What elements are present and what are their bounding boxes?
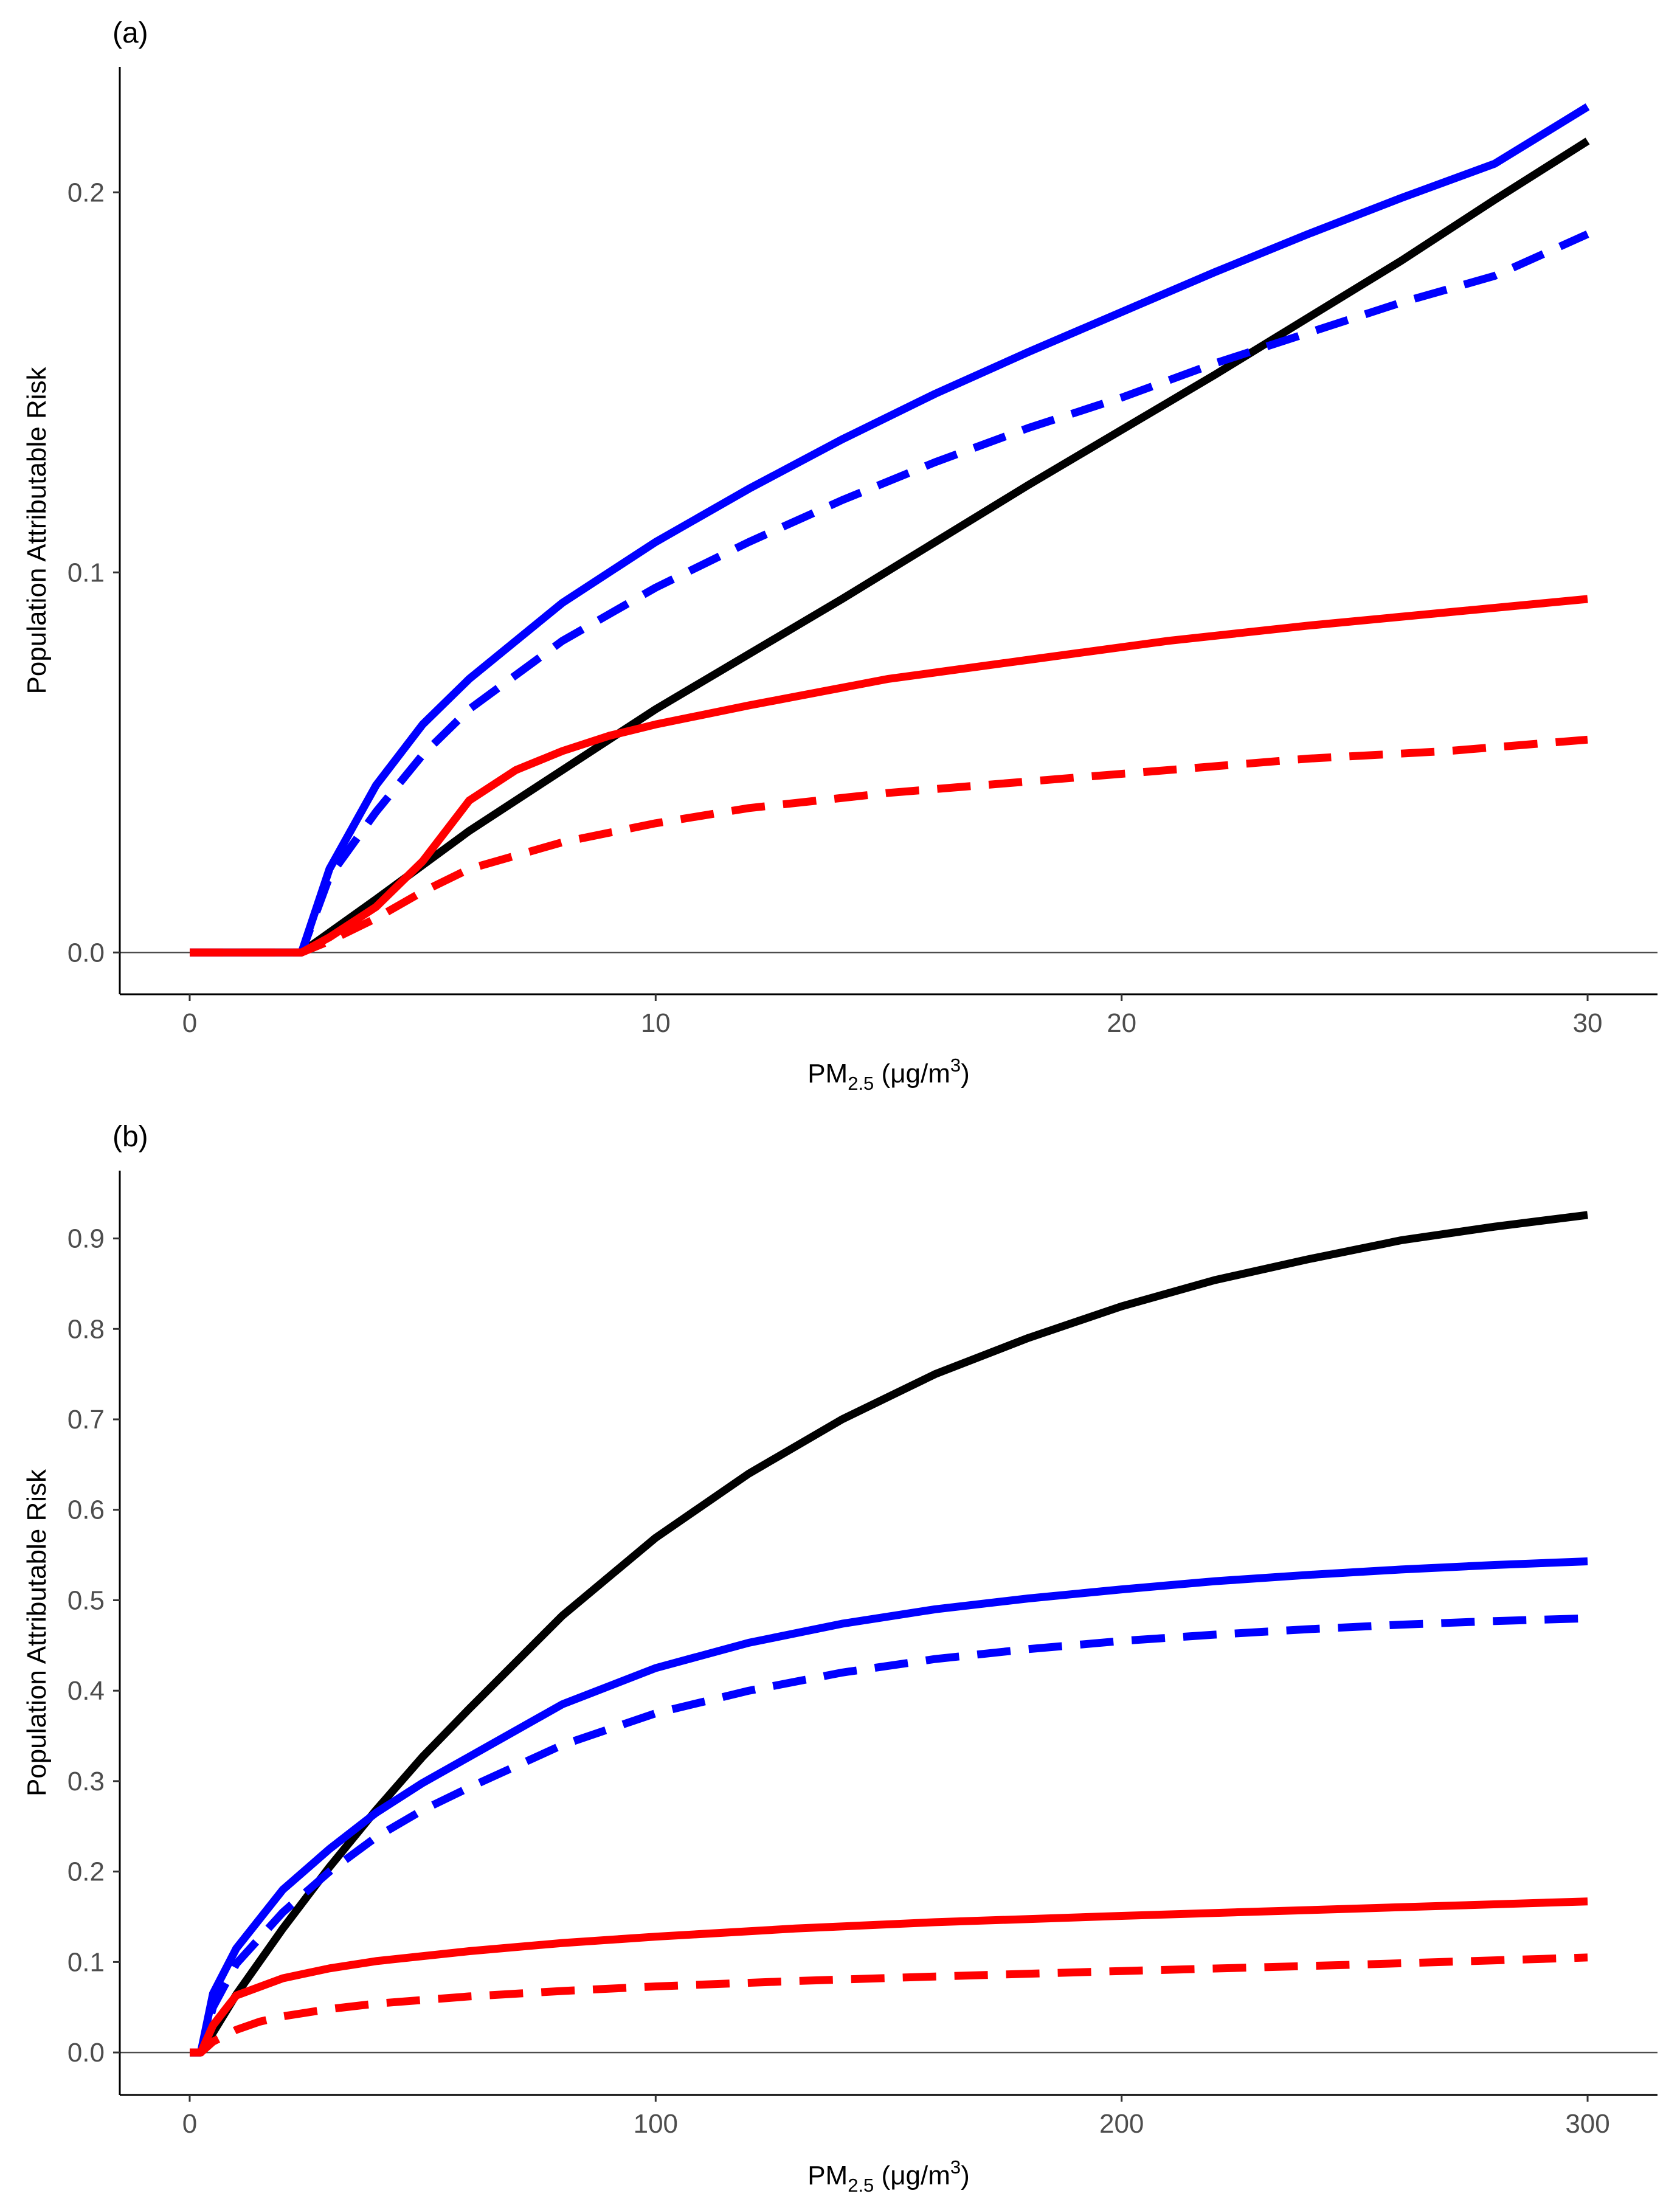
x-axis-title-unit-prefix: (μg/m [874, 2161, 950, 2190]
panel-a: (a) 0.0 0.1 0.2 0 10 20 30 PM2.5 (μg/m3) Populati… [22, 17, 1658, 1094]
panel-a-x-tick-label: 30 [1573, 1008, 1603, 1038]
panel-a-x-tick-label: 20 [1107, 1008, 1136, 1038]
x-axis-title-unit-sup: 3 [950, 1054, 961, 1076]
x-axis-title-sub: 2.5 [848, 2175, 874, 2196]
x-axis-title-main: PM [807, 2161, 848, 2190]
panel-a-series-red-solid [190, 595, 1588, 957]
panel-b-y-tick-label: 0.1 [67, 1947, 105, 1977]
panel-b: (b) 0.0 0.1 0.2 0.3 0.4 0.5 0.6 0.7 0.8 0.9 0 100 200… [22, 1121, 1658, 2196]
panel-b-y-tick-label: 0.2 [67, 1857, 105, 1887]
panel-b-label: (b) [112, 1121, 148, 1153]
panel-a-label: (a) [112, 17, 148, 49]
panel-b-y-tick-label: 0.9 [67, 1224, 105, 1254]
x-axis-title-main: PM [807, 1059, 848, 1089]
panel-a-x-tick-label: 0 [182, 1008, 197, 1038]
panel-a-series-red-dashed [190, 735, 1588, 957]
panel-b-y-axis-title: Population Attributable Risk [22, 1469, 52, 1796]
panel-b-x-tick-label: 100 [634, 2109, 678, 2139]
panel-b-y-tick-label: 0.3 [67, 1767, 105, 1796]
panel-b-series-blue-solid [190, 1557, 1588, 2057]
panel-b-y-tick-label: 0.6 [67, 1495, 105, 1525]
x-axis-title-sub: 2.5 [848, 1073, 874, 1094]
x-axis-title-unit-suffix: ) [961, 1059, 970, 1089]
panel-b-series-blue-dashed [190, 1614, 1588, 2057]
panel-b-y-tick-label: 0.8 [67, 1314, 105, 1344]
panel-b-series-black-solid [190, 1211, 1588, 2057]
panel-b-y-tick-label: 0.0 [67, 2038, 105, 2068]
panel-a-y-tick-label: 0.1 [67, 558, 105, 587]
x-axis-title-unit-sup: 3 [950, 2156, 961, 2178]
panel-b-series-red-dashed [190, 1953, 1588, 2057]
panel-b-x-axis-title: PM2.5 (μg/m3) [807, 2156, 970, 2196]
panel-b-y-tick-label: 0.4 [67, 1676, 105, 1706]
panel-b-series-red-solid [190, 1897, 1588, 2057]
x-axis-title-unit-suffix: ) [961, 2161, 970, 2190]
panel-b-y-tick-label: 0.7 [67, 1405, 105, 1435]
panel-a-series-blue-dashed [190, 230, 1589, 957]
panel-b-x-tick-label: 200 [1099, 2109, 1144, 2139]
panel-a-y-tick-label: 0.2 [67, 178, 105, 207]
panel-b-y-tick-label: 0.5 [67, 1585, 105, 1615]
x-axis-title-unit-prefix: (μg/m [874, 1059, 950, 1089]
panel-a-x-axis-title: PM2.5 (μg/m3) [807, 1054, 970, 1094]
panel-b-x-tick-label: 0 [182, 2109, 197, 2139]
panel-a-series-blue-solid [190, 103, 1590, 957]
panel-a-y-tick-label: 0.0 [67, 938, 105, 968]
panel-a-x-tick-label: 10 [641, 1008, 671, 1038]
panel-a-y-axis-title: Population Attributable Risk [22, 366, 52, 694]
panel-b-x-tick-label: 300 [1565, 2109, 1609, 2139]
